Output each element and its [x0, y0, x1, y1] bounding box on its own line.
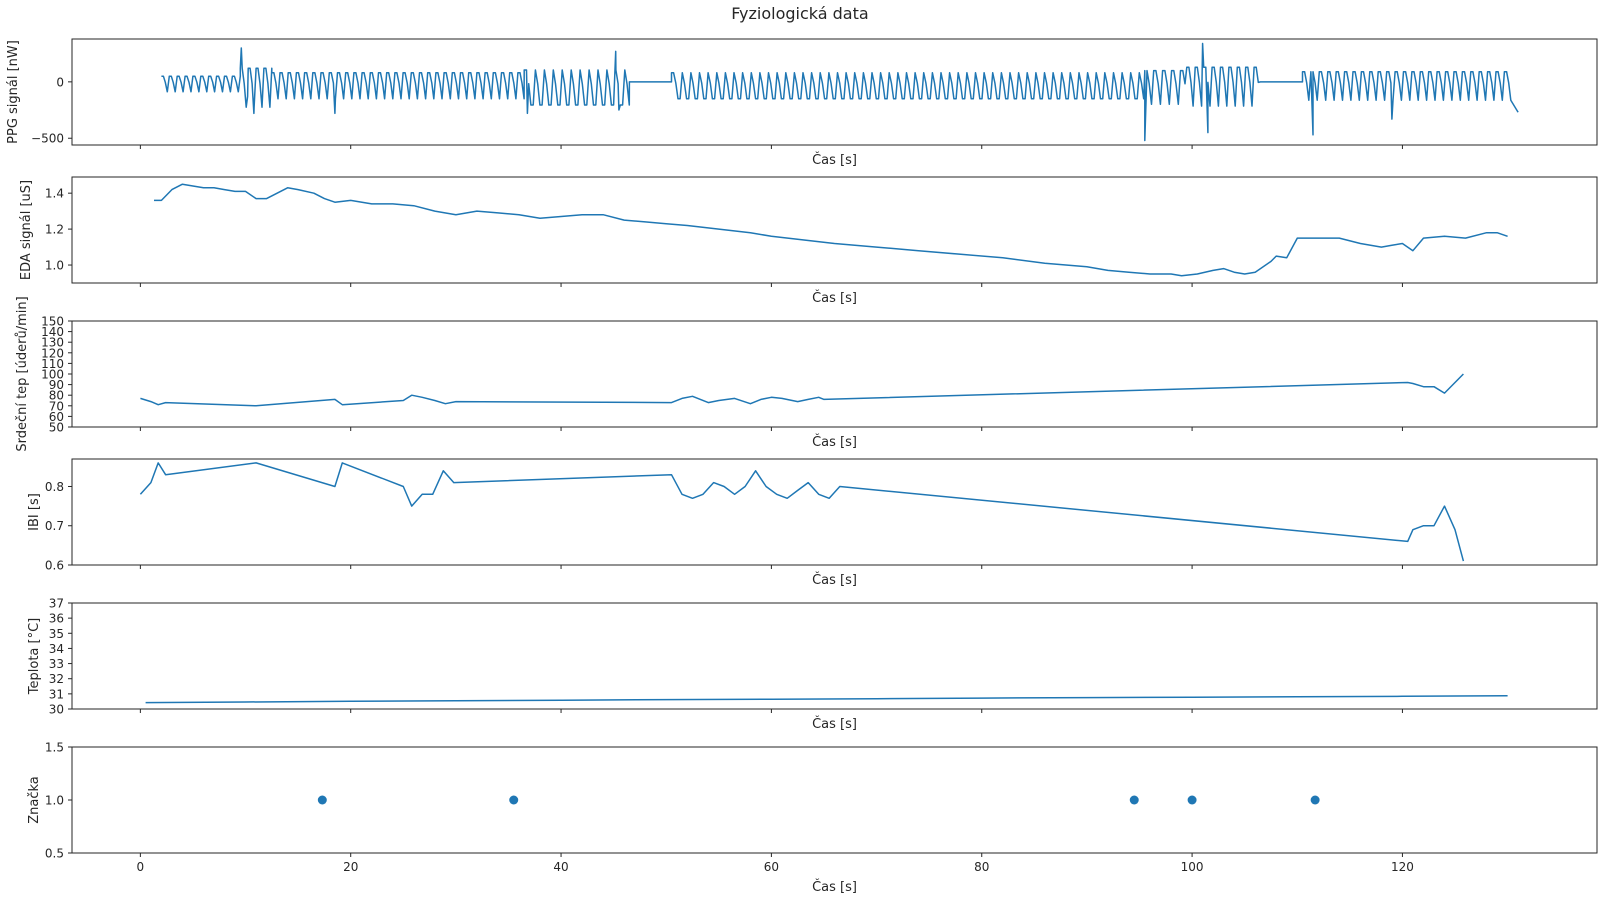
y-tick-label: 1.5 — [45, 741, 64, 755]
x-tick-label: 60 — [764, 860, 779, 874]
y-axis-label: IBI [s] — [27, 493, 42, 531]
y-tick-label: 35 — [49, 627, 64, 641]
y-axis-label: EDA signál [uS] — [19, 180, 34, 280]
y-axis-label: Značka — [27, 776, 42, 824]
y-tick-label: 1.0 — [45, 259, 64, 273]
marker-point — [317, 795, 327, 805]
x-tick-label: 120 — [1391, 860, 1414, 874]
plot-area — [71, 176, 1598, 284]
subplot-eda: 1.0 1.2 1.4 Čas [s] EDA signál [uS] — [19, 176, 1598, 306]
x-axis-label: Čas [s] — [812, 716, 857, 732]
y-tick-label: 50 — [49, 421, 64, 435]
subplots: −500 0 Čas [s] PPG signál [nW] 1.0 1.2 1.4 Čas … — [6, 38, 1598, 895]
y-axis-label: PPG signál [nW] — [6, 40, 21, 144]
figure-title: Fyziologická data — [731, 4, 868, 23]
y-tick-label: 130 — [41, 336, 64, 350]
y-tick-label: 90 — [49, 378, 64, 392]
y-tick-label: 150 — [41, 315, 64, 329]
y-tick-label: 0 — [56, 75, 64, 89]
y-tick-label: 0.7 — [45, 519, 64, 533]
x-tick-label: 100 — [1181, 860, 1204, 874]
y-tick-label: 140 — [41, 325, 64, 339]
x-axis-label: Čas [s] — [812, 434, 857, 450]
series-line-temp — [145, 694, 1508, 704]
x-axis-label: Čas [s] — [812, 879, 857, 895]
y-tick-label: 1.4 — [45, 187, 64, 201]
subplot-ppg: −500 0 Čas [s] PPG signál [nW] — [6, 38, 1598, 168]
plot-area — [71, 458, 1598, 566]
y-tick-label: 36 — [49, 612, 64, 626]
series-line-hr — [140, 373, 1464, 407]
y-tick-label: 70 — [49, 399, 64, 413]
y-axis-label: Srdeční tep [úderů/min] — [15, 296, 30, 451]
y-tick-label: 1.2 — [45, 223, 64, 237]
plot-area — [71, 38, 1598, 146]
x-tick-label: 80 — [974, 860, 989, 874]
x-tick-label: 20 — [343, 860, 358, 874]
x-tick-label: 0 — [137, 860, 145, 874]
marker-point — [1129, 795, 1139, 805]
y-tick-label: 30 — [49, 703, 64, 717]
x-tick-label: 40 — [553, 860, 568, 874]
x-axis-label: Čas [s] — [812, 152, 857, 168]
y-tick-label: 33 — [49, 657, 64, 671]
marker-point — [1310, 795, 1320, 805]
series-line-eda — [154, 183, 1508, 277]
x-axis-label: Čas [s] — [812, 290, 857, 306]
y-tick-label: 0.6 — [45, 559, 64, 573]
y-axis-label: Teplota [°C] — [27, 618, 42, 695]
marker-point — [1187, 795, 1197, 805]
y-tick-label: −500 — [31, 132, 64, 146]
y-tick-label: 0.8 — [45, 480, 64, 494]
y-tick-label: 80 — [49, 389, 64, 403]
y-tick-label: 32 — [49, 672, 64, 686]
subplot-marker: 0 20 40 60 80 100 120 0.5 1.0 1.5 Čas [s] Značka — [27, 741, 1598, 895]
y-tick-label: 120 — [41, 346, 64, 360]
plot-area — [71, 746, 1598, 854]
plot-area — [71, 320, 1598, 428]
series-line-ppg — [161, 42, 1519, 142]
y-tick-label: 34 — [49, 642, 64, 656]
y-tick-label: 60 — [49, 410, 64, 424]
subplot-ibi: 0.6 0.7 0.8 Čas [s] IBI [s] — [27, 458, 1598, 588]
y-tick-label: 31 — [49, 687, 64, 701]
y-tick-label: 1.0 — [45, 794, 64, 808]
plot-area — [71, 602, 1598, 710]
series-line-ibi — [139, 462, 1465, 562]
y-tick-label: 0.5 — [45, 847, 64, 861]
y-tick-label: 100 — [41, 368, 64, 382]
y-tick-label: 110 — [41, 357, 64, 371]
x-axis-label: Čas [s] — [812, 572, 857, 588]
y-tick-label: 37 — [49, 597, 64, 611]
marker-point — [509, 795, 519, 805]
